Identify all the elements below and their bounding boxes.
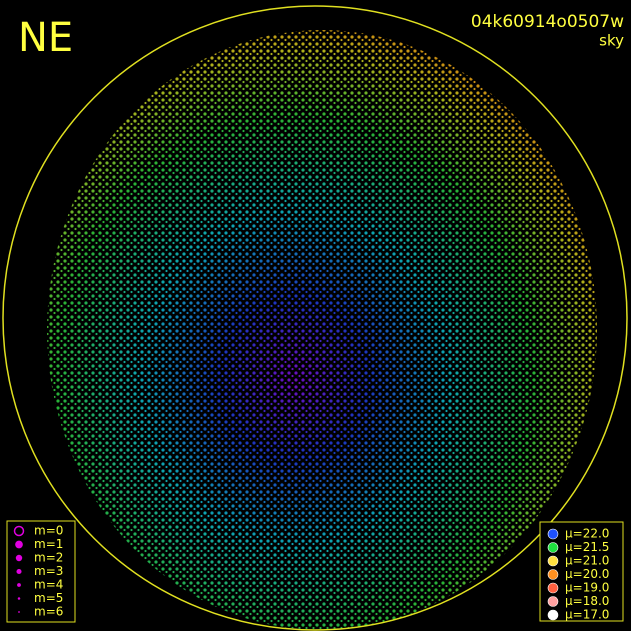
sky-marker — [547, 555, 559, 567]
sky-marker — [547, 528, 559, 540]
magnitude-marker — [17, 583, 21, 587]
magnitude-marker — [15, 540, 23, 549]
legends: m=0m=1m=2m=3m=4m=5m=6μ=22.0μ=21.5μ=21.0μ… — [13, 524, 609, 622]
star-field — [47, 30, 597, 630]
sky-label: μ=17.0 — [565, 608, 609, 622]
magnitude-label: m=0 — [34, 524, 63, 538]
magnitude-marker — [15, 554, 23, 562]
magnitude-label: m=1 — [34, 537, 63, 551]
magnitude-label: m=2 — [34, 551, 63, 565]
sky-label: μ=19.0 — [565, 581, 609, 595]
corner-label: NE — [18, 15, 73, 61]
sky-label: μ=18.0 — [565, 594, 609, 608]
subtitle: sky — [599, 32, 624, 50]
sky-marker — [547, 569, 559, 580]
sky-label: μ=22.0 — [565, 527, 609, 541]
magnitude-label: m=6 — [34, 605, 63, 619]
magnitude-marker — [17, 597, 21, 600]
sky-marker — [547, 542, 559, 553]
sky-label: μ=21.0 — [565, 554, 609, 568]
magnitude-marker — [16, 568, 22, 575]
sky-label: μ=20.0 — [565, 567, 609, 581]
sky-marker — [547, 596, 559, 607]
magnitude-label: m=4 — [34, 578, 63, 592]
horizon-circle — [2, 5, 628, 631]
frame-id: 04k60914o0507w — [471, 12, 624, 32]
magnitude-label: m=5 — [34, 591, 63, 605]
magnitude-marker — [13, 525, 25, 537]
sky-marker — [547, 609, 559, 621]
sky-marker — [547, 582, 559, 594]
magnitude-label: m=3 — [34, 564, 63, 578]
sky-label: μ=21.5 — [565, 540, 609, 554]
magnitude-marker — [18, 611, 20, 613]
